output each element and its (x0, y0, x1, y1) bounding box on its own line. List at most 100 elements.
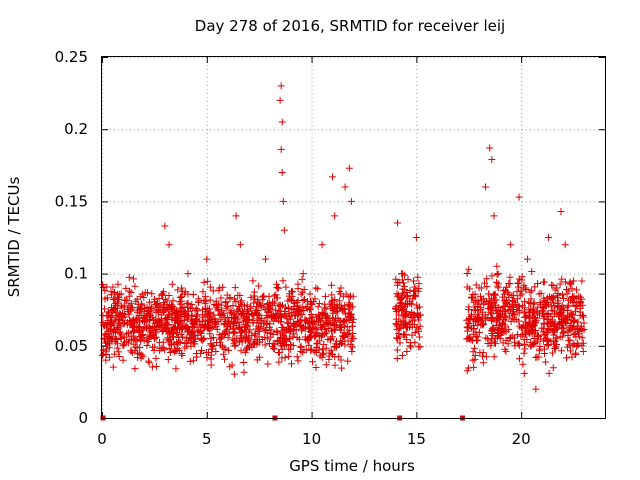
data-point (474, 297, 482, 305)
data-point (112, 329, 120, 337)
data-point (464, 364, 472, 372)
data-point (277, 318, 285, 326)
data-point (253, 319, 261, 327)
data-point (502, 328, 510, 336)
data-point (230, 370, 238, 378)
data-point (145, 357, 153, 365)
data-point (554, 297, 562, 305)
data-point (297, 327, 305, 335)
data-point (519, 284, 527, 292)
data-point (294, 280, 302, 288)
data-point (343, 330, 351, 338)
data-point (125, 273, 133, 281)
data-point (302, 316, 310, 324)
data-point (115, 352, 123, 360)
data-point (532, 319, 540, 327)
data-point (217, 310, 225, 318)
data-point (124, 339, 132, 347)
data-point (119, 356, 127, 364)
data-point (404, 275, 412, 283)
data-point (510, 292, 518, 300)
data-point (550, 322, 558, 330)
data-point (305, 324, 313, 332)
data-point (238, 297, 246, 305)
data-point (309, 313, 317, 321)
data-point (392, 305, 400, 313)
data-point (267, 312, 275, 320)
data-point (395, 329, 403, 337)
data-point (341, 317, 349, 325)
data-point (515, 307, 523, 315)
data-point (187, 342, 195, 350)
data-point (296, 307, 304, 315)
data-point (120, 341, 128, 349)
data-point (316, 312, 324, 320)
data-point (402, 313, 410, 321)
data-point (217, 294, 225, 302)
data-point (115, 319, 123, 327)
data-point (102, 320, 110, 328)
data-point (327, 298, 335, 306)
data-point (325, 355, 333, 363)
data-point (278, 312, 286, 320)
data-point (505, 279, 513, 287)
data-point (564, 303, 572, 311)
data-point (289, 309, 297, 317)
data-point (156, 317, 164, 325)
data-point (507, 317, 515, 325)
data-point (191, 320, 199, 328)
data-point (322, 313, 330, 321)
data-point (501, 312, 509, 320)
y-tick-label: 0.1 (64, 265, 88, 283)
data-point (349, 334, 357, 342)
data-point (130, 340, 138, 348)
data-point (516, 292, 524, 300)
data-point (393, 355, 401, 363)
data-point (499, 339, 507, 347)
data-point (541, 330, 549, 338)
data-point (516, 355, 524, 363)
data-point (320, 340, 328, 348)
data-point (137, 300, 145, 308)
data-point (499, 303, 507, 311)
data-point (494, 284, 502, 292)
data-point (168, 324, 176, 332)
data-point (337, 322, 345, 330)
data-point (330, 303, 338, 311)
data-point (338, 332, 346, 340)
data-point (558, 275, 566, 283)
data-point (311, 325, 319, 333)
data-point (482, 183, 490, 191)
data-point (125, 292, 133, 300)
data-point (143, 323, 151, 331)
data-point (572, 286, 580, 294)
data-point (540, 320, 548, 328)
data-point (273, 294, 281, 302)
data-point (515, 193, 523, 201)
data-point (220, 329, 228, 337)
data-point (240, 368, 248, 376)
data-point (395, 311, 403, 319)
data-point (243, 313, 251, 321)
data-point (164, 313, 172, 321)
data-point (116, 319, 124, 327)
data-point (144, 338, 152, 345)
data-point (256, 353, 264, 361)
data-point (542, 358, 550, 366)
data-point (554, 289, 562, 297)
data-point (579, 347, 587, 355)
data-point (235, 324, 243, 332)
data-point (123, 296, 131, 304)
data-point (525, 319, 533, 327)
data-point (501, 307, 509, 315)
data-point (393, 346, 401, 354)
data-point (490, 212, 498, 220)
data-point (470, 322, 478, 330)
data-point (103, 283, 111, 291)
data-point (217, 334, 225, 342)
data-point (158, 344, 166, 352)
data-point (302, 303, 310, 311)
data-point (172, 365, 180, 373)
data-point (499, 328, 507, 336)
data-point (530, 335, 538, 343)
